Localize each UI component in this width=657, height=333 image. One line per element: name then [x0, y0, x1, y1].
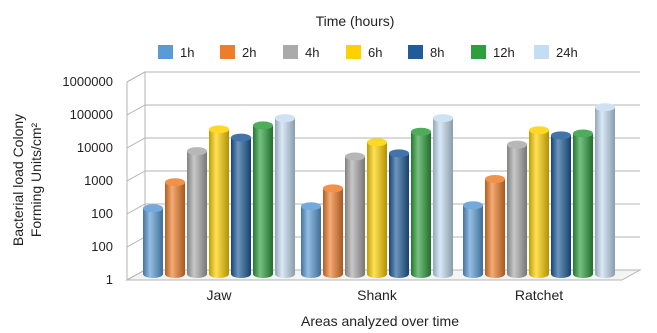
legend-swatch [346, 45, 361, 59]
bar [187, 147, 207, 278]
bar [463, 201, 483, 278]
bar [323, 184, 343, 278]
bar [253, 121, 273, 278]
legend-swatch [471, 45, 486, 59]
y-tick-label: 1 [106, 272, 113, 287]
y-tick-label: 10000 [77, 140, 113, 155]
y-axis: 1 100 100 1000 10000 100000 1000000 [62, 74, 113, 287]
legend-swatch [158, 45, 173, 59]
bar [433, 114, 453, 279]
gridline [126, 71, 640, 83]
x-tick-label: Shank [357, 287, 398, 303]
bar [389, 149, 409, 278]
legend-label: 6h [368, 45, 382, 60]
legend-swatch [283, 45, 298, 59]
bar [165, 178, 185, 278]
bar [529, 126, 549, 278]
x-tick-label: Jaw [207, 287, 233, 303]
gridline [126, 170, 640, 182]
legend-label: 4h [305, 45, 319, 60]
legend-swatch [220, 45, 235, 59]
legend-swatch [534, 45, 549, 59]
bar [143, 204, 163, 278]
x-axis: Jaw Shank Ratchet [207, 287, 564, 303]
legend-label: 24h [556, 45, 578, 60]
legend-item: 6h [346, 45, 382, 60]
y-tick-label: 100000 [70, 107, 113, 122]
bar [485, 175, 505, 278]
legend-label: 2h [242, 45, 256, 60]
bar [301, 202, 321, 278]
legend-item: 12h [471, 45, 515, 60]
legend-item: 24h [534, 45, 578, 60]
legend-item: 8h [408, 45, 444, 60]
y-tick-label: 100 [91, 239, 113, 254]
legend-title: Time (hours) [316, 13, 395, 29]
bar [345, 152, 365, 278]
bar [209, 125, 229, 278]
gridline [126, 104, 640, 116]
y-axis-title-line1: Bacterial load Colony [10, 114, 26, 246]
x-tick-label: Ratchet [515, 287, 563, 303]
legend: 1h 2h 4h 6h 8h 12h 24h [158, 45, 578, 60]
gridline [126, 137, 640, 149]
bar [507, 140, 527, 278]
bar [231, 133, 251, 278]
y-tick-label: 1000 [84, 173, 113, 188]
legend-swatch [408, 45, 423, 59]
y-tick-label: 100 [91, 206, 113, 221]
bar [573, 129, 593, 278]
bars [143, 103, 615, 279]
legend-label: 12h [493, 45, 515, 60]
legend-label: 1h [180, 45, 194, 60]
legend-item: 1h [158, 45, 194, 60]
legend-item: 2h [220, 45, 256, 60]
y-axis-title-line2: Forming Units/cm² [28, 122, 44, 237]
legend-label: 8h [430, 45, 444, 60]
bar [411, 127, 431, 278]
bar [551, 131, 571, 278]
bar [367, 138, 387, 278]
x-axis-title: Areas analyzed over time [301, 313, 459, 329]
bar [275, 114, 295, 279]
y-tick-label: 1000000 [62, 74, 113, 89]
bar [595, 103, 615, 278]
legend-item: 4h [283, 45, 319, 60]
